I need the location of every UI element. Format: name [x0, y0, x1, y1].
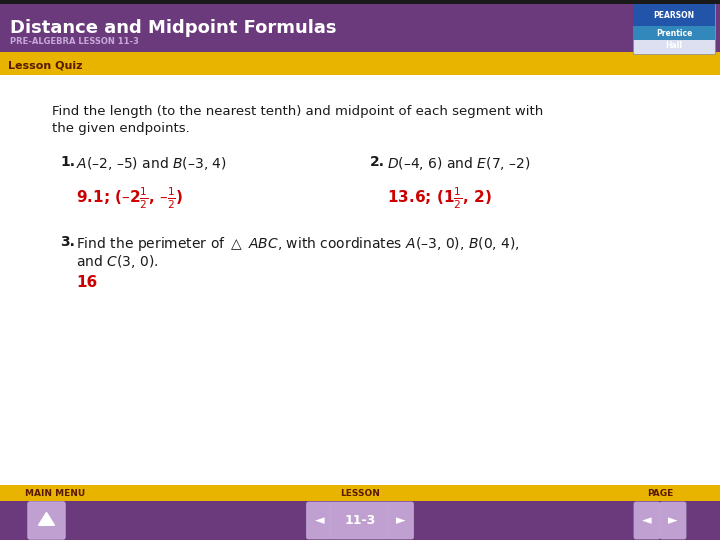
- Text: Find the length (to the nearest tenth) and midpoint of each segment with: Find the length (to the nearest tenth) a…: [52, 105, 544, 118]
- Text: $\mathit{D}$(–4, 6) and $\mathit{E}$(7, –2): $\mathit{D}$(–4, 6) and $\mathit{E}$(7, …: [387, 155, 531, 172]
- Bar: [633, 4, 715, 26]
- FancyBboxPatch shape: [330, 502, 390, 539]
- Text: and $\mathit{C}$(3, 0).: and $\mathit{C}$(3, 0).: [76, 253, 158, 270]
- FancyBboxPatch shape: [387, 502, 413, 539]
- Polygon shape: [38, 512, 55, 525]
- Text: 1.: 1.: [60, 155, 75, 169]
- Text: Prentice: Prentice: [656, 29, 692, 37]
- Text: Lesson Quiz: Lesson Quiz: [8, 60, 83, 70]
- Text: Find the perimeter of $\triangle$ $\mathit{ABC}$, with coordinates $\mathit{A}$(: Find the perimeter of $\triangle$ $\math…: [76, 235, 520, 253]
- FancyBboxPatch shape: [660, 502, 686, 539]
- Bar: [633, 4, 715, 54]
- Text: Hall: Hall: [665, 42, 683, 51]
- Text: LESSON: LESSON: [340, 489, 380, 497]
- Text: MAIN MENU: MAIN MENU: [25, 489, 85, 497]
- FancyBboxPatch shape: [28, 502, 65, 539]
- Text: ►: ►: [396, 514, 405, 527]
- Text: Distance and Midpoint Formulas: Distance and Midpoint Formulas: [10, 19, 336, 37]
- Text: PAGE: PAGE: [647, 489, 673, 497]
- Bar: [633, 26, 715, 40]
- FancyBboxPatch shape: [634, 502, 660, 539]
- Text: PRE-ALGEBRA LESSON 11-3: PRE-ALGEBRA LESSON 11-3: [10, 37, 139, 46]
- Text: 13.6; (1$\mathsf{\frac{1}{2}}$, 2): 13.6; (1$\mathsf{\frac{1}{2}}$, 2): [387, 185, 492, 211]
- Text: the given endpoints.: the given endpoints.: [52, 122, 190, 135]
- Text: PEARSON: PEARSON: [654, 10, 695, 19]
- Bar: [0, 55, 720, 75]
- Bar: [0, 52, 720, 55]
- Bar: [0, 75, 720, 485]
- Bar: [0, 485, 720, 540]
- Text: 2.: 2.: [370, 155, 385, 169]
- Text: 9.1; (–2$\mathsf{\frac{1}{2}}$, –$\mathsf{\frac{1}{2}}$): 9.1; (–2$\mathsf{\frac{1}{2}}$, –$\maths…: [76, 185, 184, 211]
- Text: $\mathit{A}$(–2, –5) and $\mathit{B}$(–3, 4): $\mathit{A}$(–2, –5) and $\mathit{B}$(–3…: [76, 155, 227, 172]
- Bar: [0, 0, 720, 4]
- Text: 16: 16: [76, 275, 97, 290]
- Text: 11-3: 11-3: [344, 514, 376, 527]
- Text: ►: ►: [668, 514, 678, 527]
- Bar: [0, 485, 720, 501]
- Text: ◄: ◄: [642, 514, 652, 527]
- Text: 3.: 3.: [60, 235, 75, 249]
- Text: ◄: ◄: [315, 514, 324, 527]
- FancyBboxPatch shape: [307, 502, 333, 539]
- Bar: [0, 4, 720, 52]
